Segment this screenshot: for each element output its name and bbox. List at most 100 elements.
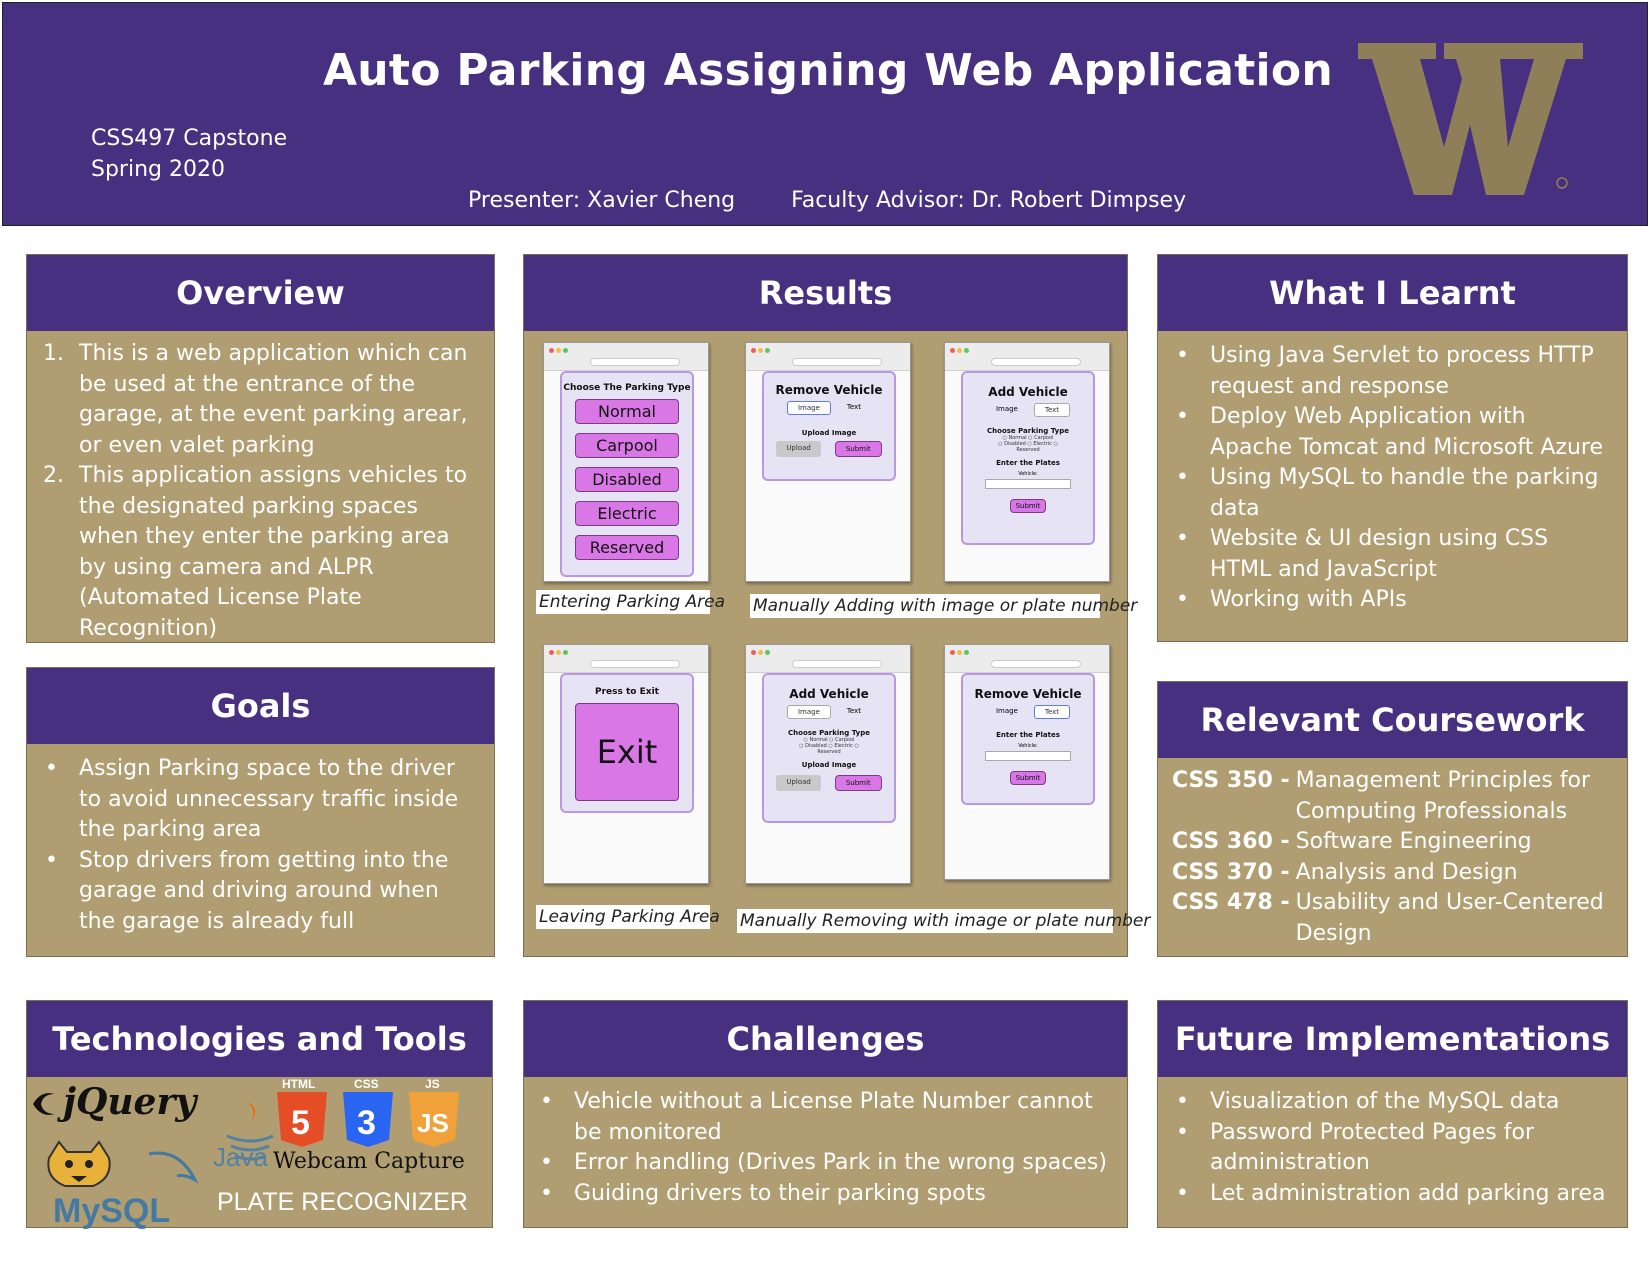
- caption-adding: Manually Adding with image or plate numb…: [750, 594, 1137, 618]
- vehicle-label: Vehicle:: [1018, 743, 1038, 749]
- learnt-title: What I Learnt: [1158, 255, 1627, 331]
- list-item: Deploy Web Application with Apache Tomca…: [1174, 402, 1611, 463]
- exit-button[interactable]: Exit: [575, 703, 679, 801]
- css3-logo-icon: CSS 3: [343, 1077, 393, 1147]
- upload-image-heading: Upload Image: [801, 761, 857, 769]
- future-card: Future Implementations Visualization of …: [1157, 1000, 1628, 1228]
- tab-image[interactable]: Image: [786, 401, 831, 415]
- list-item: Using Java Servlet to process HTTP reque…: [1174, 341, 1611, 402]
- choose-parking-type-heading: Choose Parking Type: [788, 729, 870, 737]
- add-vehicle-heading: Add Vehicle: [988, 385, 1068, 399]
- jquery-logo-icon: jQuery: [33, 1081, 198, 1123]
- course-info: CSS497 Capstone Spring 2020: [91, 123, 287, 185]
- overview-card: Overview 1. This is a web application whi…: [26, 254, 495, 643]
- vehicle-input[interactable]: [985, 479, 1071, 489]
- challenges-card: Challenges Vehicle without a License Pla…: [523, 1000, 1128, 1228]
- challenges-list: Vehicle without a License Plate Number c…: [538, 1087, 1111, 1209]
- mysql-logo-icon: MySQL: [53, 1151, 199, 1230]
- list-item: Assign Parking space to the driver to av…: [43, 754, 478, 846]
- upload-button[interactable]: Upload: [776, 441, 821, 457]
- poster-header: Auto Parking Assigning Web Application C…: [2, 2, 1648, 399]
- coursework-card: Relevant Coursework CSS 350 - Management …: [1157, 681, 1628, 957]
- add-vehicle-heading: Add Vehicle: [789, 687, 869, 701]
- list-item: Website & UI design using CSS HTML and J…: [1174, 524, 1611, 585]
- overview-title: Overview: [27, 255, 494, 331]
- press-to-exit-heading: Press to Exit: [595, 687, 659, 697]
- javascript-logo-icon: JS JS: [409, 1077, 459, 1147]
- course-item: CSS 360 - Software Engineering: [1172, 829, 1532, 854]
- screenshot-entering: Choose The Parking Type Normal Carpool D…: [543, 342, 709, 582]
- java-logo-icon: Java: [213, 1102, 274, 1172]
- submit-button[interactable]: Submit: [1010, 499, 1046, 513]
- remove-vehicle-heading: Remove Vehicle: [974, 687, 1082, 701]
- technology-logos: jQuery Java HTML 5 CSS 3 JS JS Webcam Ca…: [33, 1077, 468, 1230]
- screenshot-remove-vehicle: Remove Vehicle Image Text Upload Image U…: [745, 342, 911, 582]
- enter-plates-heading: Enter the Plates: [996, 731, 1060, 739]
- webcam-capture-text: Webcam Capture: [273, 1149, 465, 1174]
- list-item: Using MySQL to handle the parking data: [1174, 463, 1611, 524]
- tab-text[interactable]: Text: [1033, 403, 1071, 417]
- vehicle-input[interactable]: [985, 751, 1071, 761]
- svg-text:5: 5: [291, 1104, 310, 1142]
- course-item: CSS 370 - Analysis and Design: [1172, 859, 1518, 885]
- list-item: Guiding drivers to their parking spots: [538, 1179, 1111, 1210]
- goals-card: Goals Assign Parking space to the driver…: [26, 667, 495, 957]
- electric-button[interactable]: Electric: [575, 501, 679, 526]
- screenshot-add-vehicle-image: Add Vehicle Image Text Choose Parking Ty…: [745, 644, 911, 884]
- uw-w-logo-icon: [1358, 43, 1583, 195]
- list-item: Password Protected Pages for administrat…: [1174, 1118, 1611, 1179]
- html5-logo-icon: HTML 5: [277, 1077, 327, 1147]
- results-title: Results: [524, 255, 1127, 331]
- parking-type-radios[interactable]: ○ Normal ○ Carpool ○ Disabled ○ Electric …: [799, 737, 859, 755]
- list-item: Working with APIs: [1174, 585, 1611, 616]
- enter-plates-heading: Enter the Plates: [996, 459, 1060, 467]
- list-item: 2. This application assigns vehicles to t…: [43, 463, 468, 641]
- svg-text:CSS: CSS: [354, 1077, 379, 1091]
- tab-text[interactable]: Text: [1033, 705, 1071, 719]
- svg-text:JS: JS: [425, 1077, 440, 1091]
- caption-entering: Entering Parking Area: [536, 590, 725, 614]
- tab-image[interactable]: Image: [995, 707, 1018, 715]
- list-item: Stop drivers from getting into the garag…: [43, 846, 478, 938]
- goals-title: Goals: [27, 668, 494, 744]
- learnt-card: What I Learnt Using Java Servlet to proc…: [1157, 254, 1628, 642]
- tab-text[interactable]: Text: [846, 707, 862, 715]
- svg-text:JS: JS: [417, 1108, 449, 1138]
- java-text: Java: [213, 1142, 268, 1172]
- poster-title: Auto Parking Assigning Web Application: [322, 45, 1334, 96]
- list-item: Let administration add parking area: [1174, 1179, 1611, 1210]
- tomcat-logo-icon: [47, 1140, 111, 1187]
- reserved-button[interactable]: Reserved: [575, 535, 679, 560]
- future-list: Visualization of the MySQL data Password…: [1174, 1087, 1611, 1209]
- presenter-line: Presenter: Xavier Cheng Faculty Advisor:…: [468, 188, 1187, 213]
- submit-button[interactable]: Submit: [834, 775, 882, 791]
- vehicle-label: Vehicle:: [1018, 471, 1038, 477]
- svg-text:HTML: HTML: [282, 1077, 315, 1091]
- screenshot-remove-vehicle-text: Remove Vehicle Image Text Enter the Plat…: [944, 644, 1110, 880]
- screenshot-add-vehicle: Add Vehicle Image Text Choose Parking Ty…: [944, 342, 1110, 582]
- jquery-text: jQuery: [57, 1081, 198, 1123]
- screenshot-exit: Press to Exit Exit: [543, 644, 709, 884]
- svg-text:3: 3: [357, 1104, 376, 1142]
- list-item: Error handling (Drives Park in the wrong…: [538, 1148, 1111, 1179]
- parking-type-radios[interactable]: ○ Normal ○ Carpool ○ Disabled ○ Electric …: [998, 435, 1058, 453]
- upload-button[interactable]: Upload: [776, 775, 821, 791]
- mysql-text: MySQL: [53, 1192, 170, 1230]
- submit-button[interactable]: Submit: [834, 441, 882, 457]
- course-item: CSS 478 - Usability and User-Centered Des…: [1172, 890, 1604, 946]
- upload-image-heading: Upload Image: [801, 429, 857, 437]
- tab-text[interactable]: Text: [846, 403, 862, 411]
- carpool-button[interactable]: Carpool: [575, 433, 679, 458]
- submit-button[interactable]: Submit: [1010, 771, 1046, 785]
- coursework-title: Relevant Coursework: [1158, 682, 1627, 758]
- goals-list: Assign Parking space to the driver to av…: [43, 754, 478, 937]
- tab-image[interactable]: Image: [786, 705, 831, 719]
- remove-vehicle-heading: Remove Vehicle: [775, 383, 883, 397]
- technologies-title: Technologies and Tools: [27, 1001, 492, 1077]
- learnt-list: Using Java Servlet to process HTTP reque…: [1174, 341, 1611, 616]
- disabled-button[interactable]: Disabled: [575, 467, 679, 492]
- course-term: Spring 2020: [91, 157, 225, 182]
- normal-button[interactable]: Normal: [575, 399, 679, 424]
- overview-list: 1. This is a web application which can be…: [43, 339, 478, 644]
- tab-image[interactable]: Image: [995, 405, 1018, 413]
